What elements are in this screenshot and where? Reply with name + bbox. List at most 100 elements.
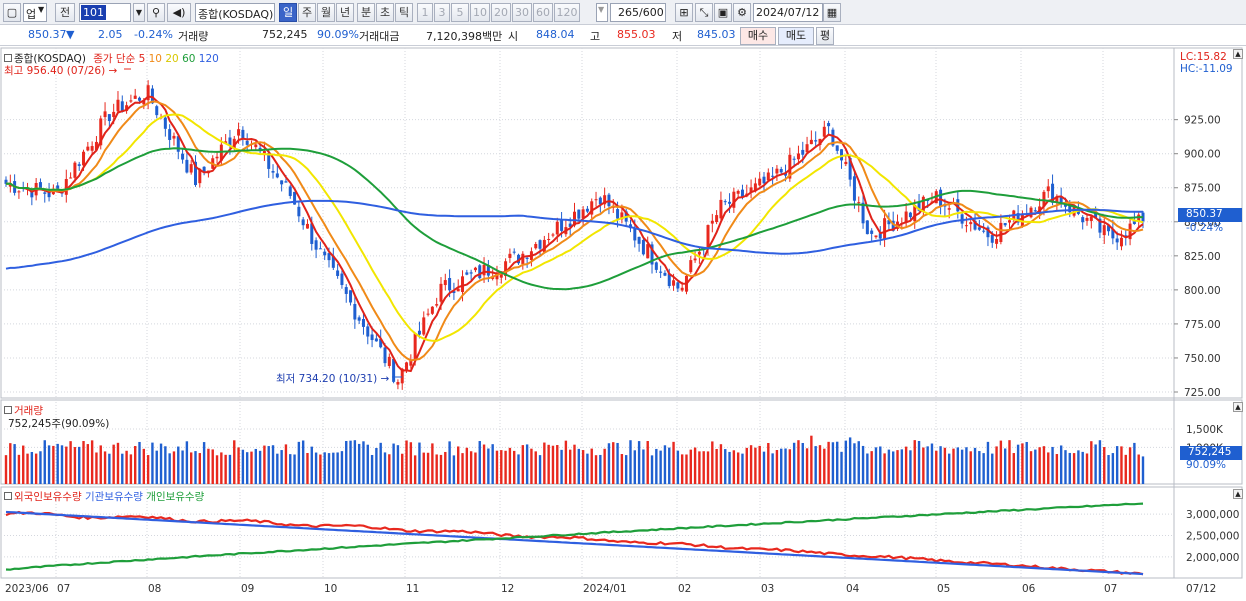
volume-bar: [297, 441, 301, 484]
candle-body: [150, 88, 154, 104]
volume-bar: [646, 441, 649, 484]
volume-bar: [448, 441, 451, 484]
interval-1[interactable]: 1: [417, 3, 433, 22]
interval-3[interactable]: 3: [434, 3, 450, 22]
candle-body: [874, 235, 878, 238]
calendar-icon[interactable]: ▦: [823, 3, 841, 22]
avg-button[interactable]: 평: [816, 27, 834, 45]
candle-body: [719, 199, 723, 219]
collapse-icon[interactable]: ▲: [1233, 49, 1243, 59]
period-year[interactable]: 년: [336, 3, 354, 22]
candle-body: [534, 243, 538, 249]
volume-bar: [784, 448, 787, 484]
speaker-icon[interactable]: ◀): [167, 3, 191, 22]
volume-bar: [780, 448, 783, 484]
foreign-legend: 외국인보유수량: [14, 491, 82, 503]
count-field[interactable]: 265/600: [610, 3, 666, 22]
candle-body: [844, 161, 848, 165]
volume-bar: [353, 440, 357, 484]
market-select[interactable]: 업 ▼: [23, 3, 47, 22]
volume-bar: [181, 450, 184, 484]
volume-bar: [30, 452, 34, 484]
collapse-icon[interactable]: ▲: [1233, 402, 1243, 412]
compare-icon[interactable]: ⤡: [695, 3, 713, 22]
period-day[interactable]: 일: [279, 3, 297, 22]
candle-body: [822, 126, 826, 137]
candle-body: [762, 176, 766, 184]
volume-bar: [439, 454, 443, 484]
candle-body: [852, 176, 856, 201]
code-input[interactable]: 101: [79, 3, 131, 22]
volume-bar: [504, 450, 507, 484]
candle-body: [146, 85, 150, 101]
candle-body: [956, 199, 960, 212]
volume-bar: [857, 441, 860, 484]
period-tick[interactable]: 틱: [395, 3, 413, 22]
volume-bar: [577, 448, 581, 484]
candle-body: [125, 105, 129, 111]
candle-body: [1020, 213, 1024, 227]
volume-bar: [896, 450, 899, 484]
candle-body: [361, 319, 365, 327]
volume-tag: 752,245: [1180, 446, 1242, 460]
candle-body: [577, 209, 581, 219]
candle-body: [366, 326, 370, 337]
volume-bar: [310, 446, 313, 484]
period-week[interactable]: 주: [298, 3, 316, 22]
volume-bar: [1059, 445, 1063, 484]
candle-body: [1007, 220, 1011, 223]
candle-body: [439, 283, 443, 302]
ma-label: 종가 단순: [93, 53, 136, 65]
period-second[interactable]: 초: [376, 3, 394, 22]
volume-bar: [935, 450, 938, 484]
period-minute[interactable]: 분: [357, 3, 375, 22]
grid-icon[interactable]: ⊞: [675, 3, 693, 22]
interval-dropdown[interactable]: ▼: [596, 3, 608, 22]
volume-bar: [1025, 441, 1028, 484]
volume-bar: [426, 452, 430, 484]
collapse-icon[interactable]: ▲: [1233, 489, 1243, 499]
volume-bar: [633, 450, 636, 484]
code-dropdown-icon[interactable]: ▼: [133, 3, 145, 22]
gear-icon[interactable]: ⚙: [733, 3, 751, 22]
search-icon[interactable]: ⚲: [147, 3, 165, 22]
candle-body: [409, 359, 413, 366]
date-field[interactable]: 2024/07/12: [753, 3, 823, 22]
right-arrow-icon: →: [108, 65, 118, 77]
candle-body: [633, 228, 637, 241]
period-month[interactable]: 월: [317, 3, 335, 22]
interval-60[interactable]: 60: [533, 3, 553, 22]
candle-body: [323, 251, 327, 256]
volume-bar: [487, 448, 490, 484]
y-tick-label: 875.00: [1184, 183, 1221, 195]
volume-bar: [689, 449, 692, 484]
candle-body: [995, 239, 999, 244]
volume-bar: [724, 449, 727, 484]
volume-bar: [900, 449, 904, 484]
candle-body: [142, 100, 146, 105]
candle-body: [740, 189, 744, 198]
candle-body: [344, 287, 348, 294]
candle-body: [857, 202, 861, 204]
prev-button[interactable]: 전: [55, 3, 75, 22]
volume-bar: [121, 453, 124, 484]
hc-label: HC:-11.09: [1180, 63, 1233, 75]
interval-5[interactable]: 5: [451, 3, 469, 22]
candle-body: [172, 135, 176, 139]
candle-body: [904, 211, 908, 223]
buy-button[interactable]: 매수: [740, 27, 776, 45]
interval-30[interactable]: 30: [512, 3, 532, 22]
save-icon[interactable]: ▣: [714, 3, 732, 22]
window-icon[interactable]: ▢: [3, 3, 21, 22]
interval-10[interactable]: 10: [470, 3, 490, 22]
sell-button[interactable]: 매도: [778, 27, 814, 45]
holding-legend: 외국인보유수량 기관보유수량 개인보유수량: [4, 489, 204, 504]
candle-body: [1128, 223, 1132, 240]
volume-bar: [142, 448, 146, 484]
volume-bar: [586, 453, 589, 484]
interval-120[interactable]: 120: [554, 3, 580, 22]
volume-bar: [151, 442, 154, 484]
interval-20[interactable]: 20: [491, 3, 511, 22]
volume-bar: [474, 452, 477, 484]
candle-body: [1051, 183, 1055, 203]
